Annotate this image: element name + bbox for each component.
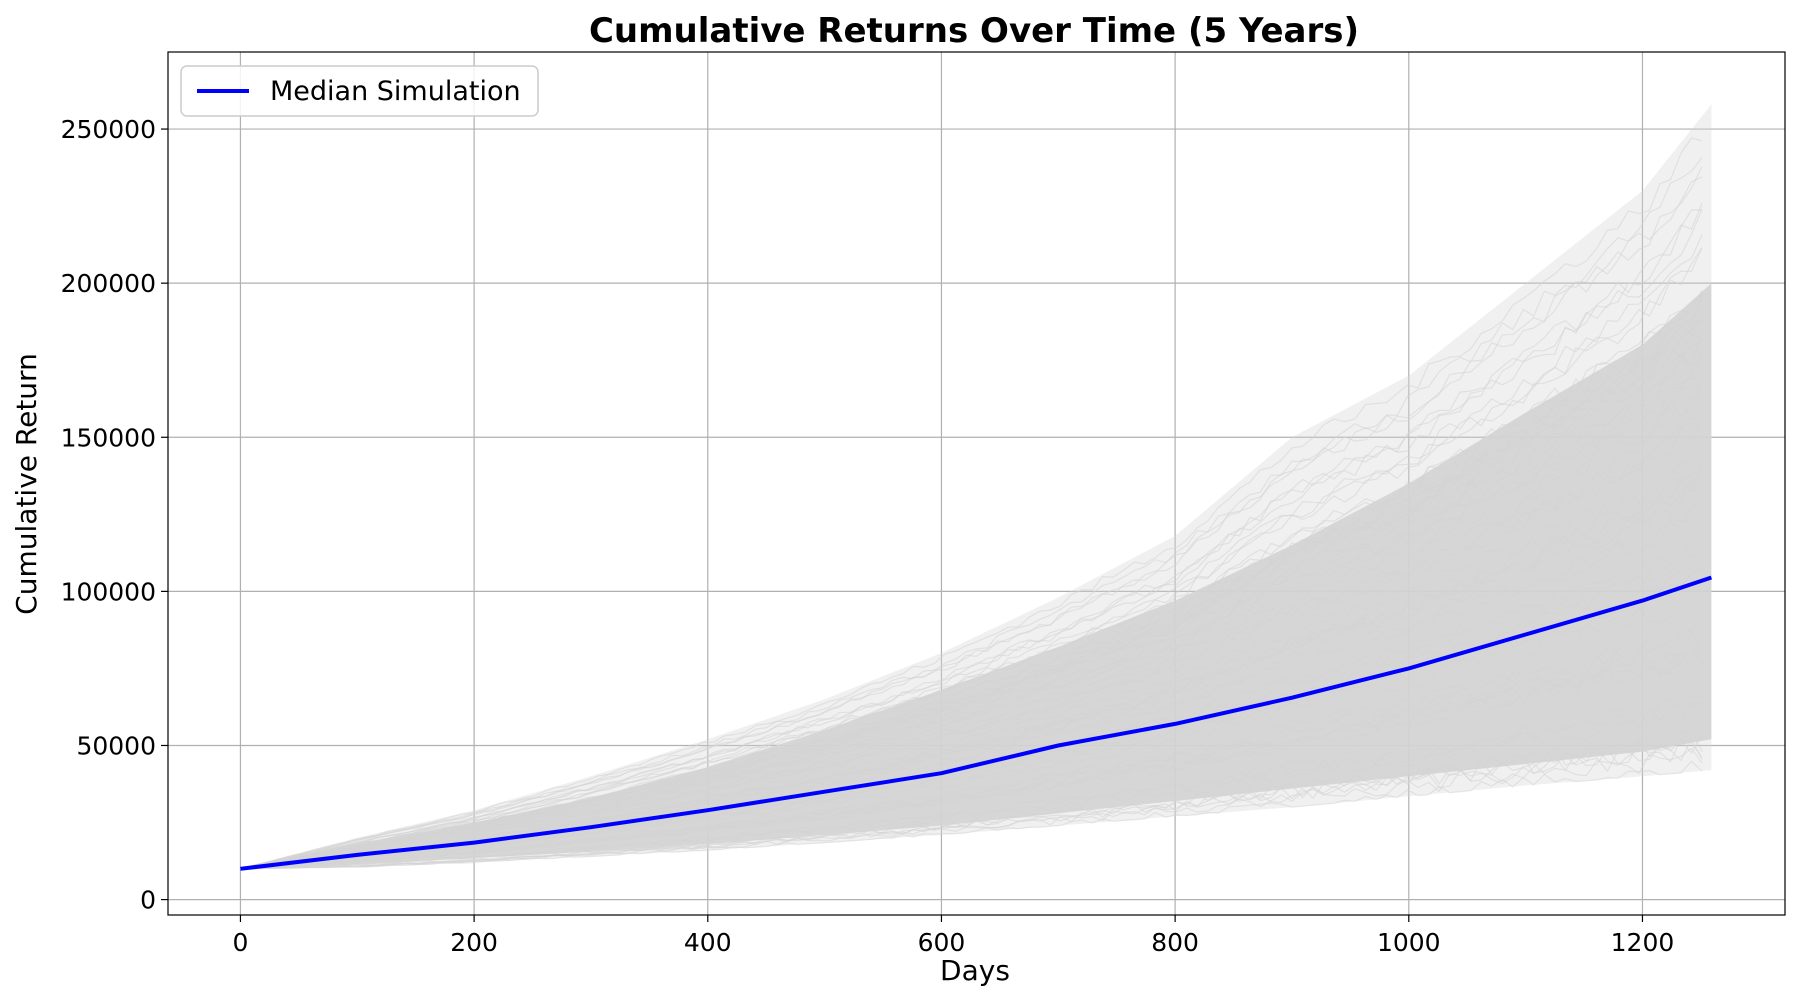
simulation-core-band: [240, 283, 1712, 869]
simulation-path: [240, 555, 1703, 870]
simulation-path: [240, 737, 1703, 870]
y-tick-label: 150000: [61, 423, 156, 452]
simulation-path: [240, 157, 1703, 870]
simulation-path: [240, 694, 1703, 870]
x-tick-label: 1200: [1611, 928, 1675, 957]
y-tick-label: 50000: [76, 731, 156, 760]
chart-title: Cumulative Returns Over Time (5 Years): [589, 11, 1359, 51]
simulation-path: [240, 350, 1703, 870]
x-axis-label: Days: [940, 954, 1010, 987]
simulation-path: [240, 290, 1703, 870]
simulation-path: [240, 567, 1703, 870]
y-tick-label: 200000: [61, 269, 156, 298]
simulation-path: [240, 395, 1703, 870]
simulation-path: [240, 488, 1703, 870]
legend-label-median-simulation: Median Simulation: [270, 76, 521, 107]
simulation-path: [240, 747, 1703, 870]
x-tick-label: 200: [450, 928, 498, 957]
series-layer: [240, 575, 1713, 871]
simulation-path: [240, 417, 1703, 870]
y-tick-label: 0: [140, 886, 156, 915]
legend-box: [180, 65, 539, 117]
simulation-path: [240, 379, 1703, 870]
simulation-path: [240, 209, 1703, 870]
x-tick-label: 400: [684, 928, 732, 957]
simulation-path: [240, 137, 1703, 870]
simulation-path: [240, 333, 1703, 870]
x-tick-label: 0: [232, 928, 248, 957]
simulation-path: [240, 630, 1703, 870]
simulation-path: [240, 645, 1703, 870]
simulation-path: [240, 176, 1703, 870]
simulation-path: [240, 357, 1703, 870]
simulation-path: [240, 699, 1703, 870]
legend: Median Simulation: [180, 65, 539, 117]
series-line-median-simulation: [240, 575, 1713, 871]
simulation-path: [240, 293, 1703, 870]
y-tick-label: 250000: [61, 115, 156, 144]
y-axis-label: Cumulative Return: [10, 353, 43, 615]
plot-frame: [167, 51, 1786, 916]
x-tick-label: 1000: [1377, 928, 1441, 957]
x-tick-label: 800: [1151, 928, 1199, 957]
simulation-path: [240, 331, 1703, 870]
simulation-path: [240, 592, 1703, 870]
simulation-paths: [240, 104, 1712, 870]
simulation-path: [240, 581, 1703, 870]
simulation-path: [240, 234, 1703, 870]
axis-ticks: 0 200 400 600 800 1000 1200 0 50000 100000 150000 2…: [61, 115, 1675, 957]
y-tick-label: 100000: [61, 577, 156, 606]
x-tick-label: 600: [918, 928, 966, 957]
simulation-path: [240, 461, 1703, 870]
